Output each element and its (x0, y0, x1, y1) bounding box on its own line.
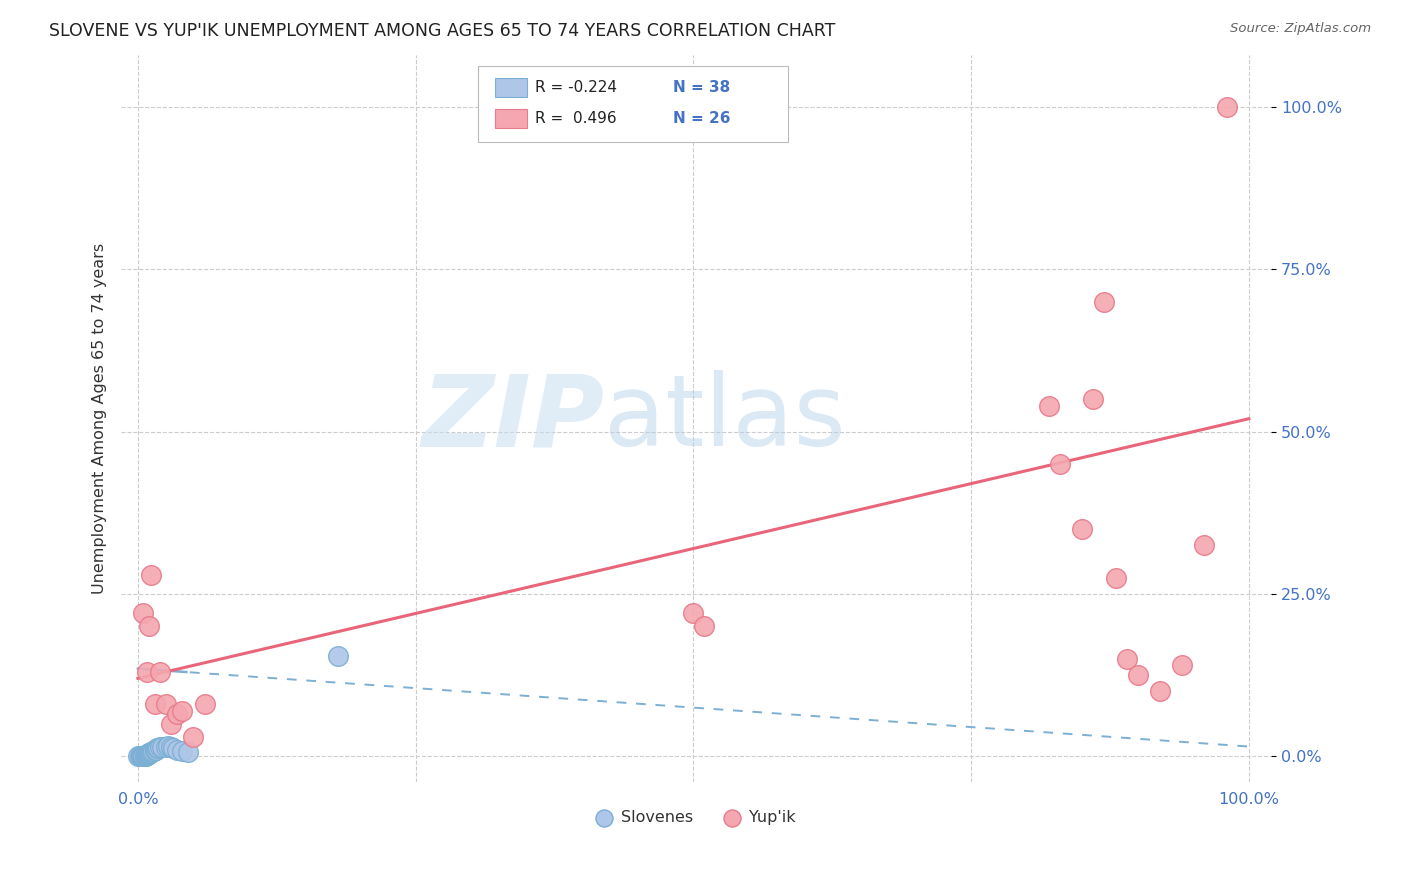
Point (150, 739, 173, 754)
Text: N = 26: N = 26 (673, 112, 731, 126)
Text: Source: ZipAtlas.com: Source: ZipAtlas.com (1230, 22, 1371, 36)
Point (127, 749, 149, 764)
Point (172, 704, 194, 718)
Text: R = -0.224: R = -0.224 (536, 80, 617, 95)
Point (135, 747, 157, 762)
Point (1126, 668, 1149, 682)
Point (1215, 100, 1237, 114)
Point (131, 749, 153, 764)
Point (693, 619, 716, 633)
Point (141, 745, 163, 759)
Text: Yup'ik: Yup'ik (749, 811, 796, 825)
Point (160, 716, 183, 731)
Point (1115, 652, 1137, 666)
Point (166, 707, 188, 722)
Point (326, 648, 349, 663)
Point (1094, 294, 1116, 309)
Text: R =  0.496: R = 0.496 (536, 112, 617, 126)
Point (134, 749, 156, 764)
Point (138, 746, 160, 760)
Point (1171, 658, 1194, 673)
Point (1083, 392, 1105, 407)
Point (139, 746, 162, 760)
Point (131, 749, 153, 764)
Point (134, 749, 156, 764)
Point (1071, 522, 1094, 536)
Point (132, 749, 155, 764)
Point (141, 745, 163, 759)
Text: ZIP: ZIP (422, 370, 605, 467)
Point (129, 749, 152, 764)
Point (135, 747, 157, 762)
Point (155, 698, 177, 712)
Point (138, 747, 160, 761)
FancyBboxPatch shape (495, 78, 527, 97)
Point (143, 698, 166, 712)
Point (593, 811, 616, 825)
Point (136, 747, 159, 762)
Text: N = 38: N = 38 (673, 80, 730, 95)
Point (143, 743, 166, 757)
FancyBboxPatch shape (495, 109, 527, 128)
FancyBboxPatch shape (478, 66, 789, 143)
Point (138, 619, 160, 633)
Point (183, 730, 205, 744)
Point (141, 567, 163, 582)
Point (1049, 457, 1071, 471)
Point (1104, 571, 1126, 585)
Point (143, 743, 166, 757)
Text: SLOVENE VS YUP'IK UNEMPLOYMENT AMONG AGES 65 TO 74 YEARS CORRELATION CHART: SLOVENE VS YUP'IK UNEMPLOYMENT AMONG AGE… (49, 22, 835, 40)
Point (145, 743, 167, 757)
Y-axis label: Unemployment Among Ages 65 to 74 years: Unemployment Among Ages 65 to 74 years (93, 244, 107, 594)
Point (177, 745, 200, 759)
Point (155, 739, 177, 754)
Point (1149, 684, 1171, 698)
Point (156, 739, 179, 753)
Point (132, 607, 155, 621)
Point (135, 747, 157, 762)
Point (172, 744, 194, 758)
Point (142, 744, 165, 758)
Point (136, 747, 159, 761)
Point (138, 746, 160, 760)
Text: atlas: atlas (605, 370, 846, 467)
Point (146, 740, 169, 755)
Point (166, 743, 188, 757)
Point (721, 811, 744, 825)
Point (129, 749, 152, 764)
Point (135, 665, 157, 679)
Text: 100.0%: 100.0% (1219, 792, 1279, 807)
Point (149, 740, 172, 755)
Point (146, 741, 169, 756)
Point (141, 745, 163, 759)
Point (193, 698, 215, 712)
Point (135, 749, 157, 764)
Text: 0.0%: 0.0% (118, 792, 159, 807)
Point (1038, 399, 1060, 413)
Text: Slovenes: Slovenes (621, 811, 693, 825)
Point (682, 607, 704, 621)
Point (132, 749, 155, 764)
Point (1194, 538, 1216, 552)
Point (162, 741, 184, 756)
Point (149, 665, 172, 679)
Point (160, 740, 183, 755)
